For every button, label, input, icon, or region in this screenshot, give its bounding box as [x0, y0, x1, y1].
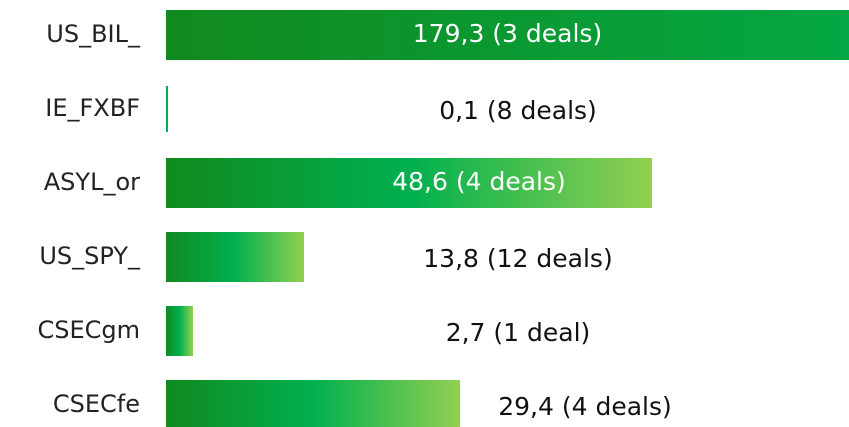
value-label: 29,4 (4 deals): [498, 392, 672, 421]
bar: [166, 86, 168, 132]
value-label: 48,6 (4 deals): [392, 167, 566, 196]
category-label: CSECfe: [53, 390, 140, 418]
bar: [166, 306, 193, 356]
category-label: CSECgm: [37, 316, 140, 344]
value-label: 2,7 (1 deal): [446, 318, 591, 347]
category-label: IE_FXBF: [45, 94, 140, 122]
bar: [166, 10, 849, 60]
category-label: US_SPY_: [39, 242, 141, 270]
value-label: 13,8 (12 deals): [423, 244, 612, 273]
category-label: US_BIL_: [46, 20, 141, 48]
bar: [166, 158, 652, 208]
value-label: 0,1 (8 deals): [439, 96, 597, 125]
category-label: ASYL_or: [44, 168, 140, 196]
value-label: 179,3 (3 deals): [413, 19, 602, 48]
bar: [166, 380, 460, 427]
bar: [166, 232, 304, 282]
